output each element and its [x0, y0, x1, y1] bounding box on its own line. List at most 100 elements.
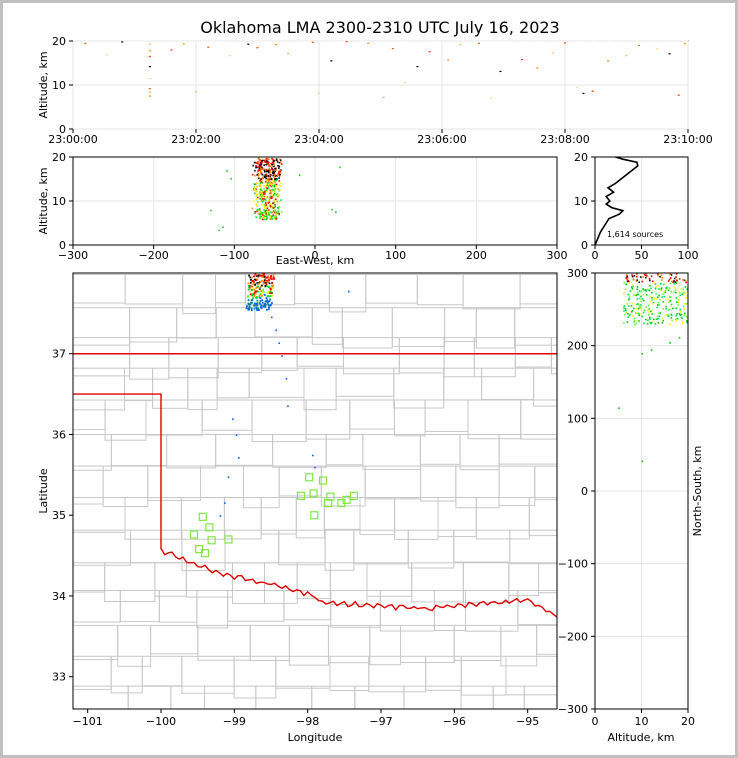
ew-source-point — [267, 211, 270, 213]
ew-tick-label: 100 — [385, 249, 406, 262]
plan-source-point — [269, 304, 272, 307]
ns-source-point — [649, 318, 651, 321]
ns-source-point — [668, 301, 670, 304]
plan-source-point — [265, 276, 268, 279]
plan-source-point — [259, 300, 262, 302]
ns-source-point — [648, 321, 651, 324]
plan-source-point — [265, 300, 268, 303]
time-altitude-ylabel: Altitude, km — [37, 51, 50, 118]
top-edge-gap — [298, 41, 300, 43]
ns-source-point — [641, 352, 644, 355]
ew-source-point — [268, 167, 271, 170]
ew-source-point — [274, 188, 276, 190]
station-marker — [189, 530, 199, 539]
county-boundary — [303, 367, 337, 411]
ns-source-point — [683, 292, 685, 294]
ns-source-point — [677, 304, 680, 306]
county-boundary — [158, 590, 198, 623]
plan-source-point — [248, 303, 251, 306]
ns-source-point — [648, 289, 651, 292]
plan-source-point — [269, 288, 272, 291]
ew-source-point — [271, 179, 273, 182]
ew-source-point — [268, 210, 271, 213]
time-altitude-point — [148, 95, 151, 97]
ew-source-point — [264, 218, 267, 221]
plan-view-sources — [219, 273, 350, 517]
ew-source-point — [260, 164, 262, 167]
ew-source-point — [266, 202, 269, 205]
plan-source-point — [245, 307, 248, 309]
ew-source-point — [270, 162, 272, 165]
ew-source-point — [261, 173, 264, 176]
plan-source-point — [256, 304, 259, 307]
ns-source-point — [631, 283, 634, 286]
ew-source-point — [272, 158, 274, 161]
ew-source-point — [265, 177, 268, 180]
ew-source-point — [259, 198, 261, 200]
ns-source-point — [681, 317, 683, 320]
ew-source-point — [260, 160, 262, 162]
plan-source-point — [252, 279, 254, 282]
ns-source-point — [668, 308, 671, 311]
ew-source-point — [274, 205, 277, 208]
plan-source-point — [261, 291, 264, 294]
ew-source-point — [264, 198, 267, 200]
plan-source-point — [260, 305, 262, 308]
ew-source-point — [298, 174, 301, 177]
ns-source-point — [622, 292, 625, 295]
top-edge-gap — [216, 41, 218, 43]
ew-source-point — [263, 164, 265, 166]
ew-source-point — [264, 170, 266, 173]
ew-source-point — [275, 185, 277, 188]
county-boundary — [73, 655, 112, 690]
latitude-tick-label: 36 — [52, 428, 66, 441]
ew-source-point — [268, 165, 270, 167]
ns-source-point — [625, 277, 628, 280]
county-boundary — [215, 307, 256, 338]
ns-source-point — [637, 303, 639, 305]
ns-source-point — [638, 294, 641, 296]
ew-source-point — [260, 172, 263, 175]
ns-source-point — [682, 288, 685, 291]
ew-source-point — [265, 175, 267, 178]
plan-source-point — [257, 290, 260, 293]
station-marker — [318, 476, 328, 485]
ew-source-point — [258, 169, 261, 172]
ew-source-point — [263, 209, 265, 211]
ew-source-point — [262, 176, 264, 179]
ew-source-point — [277, 212, 279, 215]
plan-source-point — [254, 293, 257, 295]
ew-source-point — [258, 164, 261, 167]
ew-source-point — [274, 178, 276, 181]
ns-source-point — [626, 321, 629, 323]
plan-source-point — [252, 297, 255, 299]
source-count-annotation: 1,614 sources — [607, 230, 663, 239]
time-altitude-point — [637, 44, 640, 47]
ew-source-point — [255, 203, 258, 206]
county-boundary — [473, 337, 516, 378]
plan-source-point — [256, 278, 259, 281]
plan-source-point — [247, 285, 250, 288]
ns-source-point — [670, 313, 672, 316]
ns-source-point — [636, 298, 639, 300]
plan-source-point — [253, 275, 255, 278]
ew-source-point — [258, 161, 260, 164]
ew-source-point — [258, 167, 261, 170]
ew-source-point — [257, 169, 260, 171]
plan-source-point — [262, 282, 265, 285]
ew-source-point — [279, 182, 282, 185]
county-boundary — [353, 529, 409, 565]
ew-source-point — [261, 166, 263, 169]
ns-source-point — [638, 297, 641, 299]
ns-source-point — [643, 273, 646, 276]
ew-source-point — [265, 213, 267, 215]
plan-source-point — [271, 281, 273, 284]
plan-source-point — [254, 273, 257, 276]
ns-source-point — [635, 312, 638, 314]
ns-source-point — [676, 279, 678, 282]
ew-source-point — [278, 200, 281, 203]
ew-source-point — [278, 207, 280, 210]
ns-source-point — [623, 322, 625, 324]
time-altitude-point — [182, 43, 185, 45]
time-altitude-point — [683, 43, 686, 45]
